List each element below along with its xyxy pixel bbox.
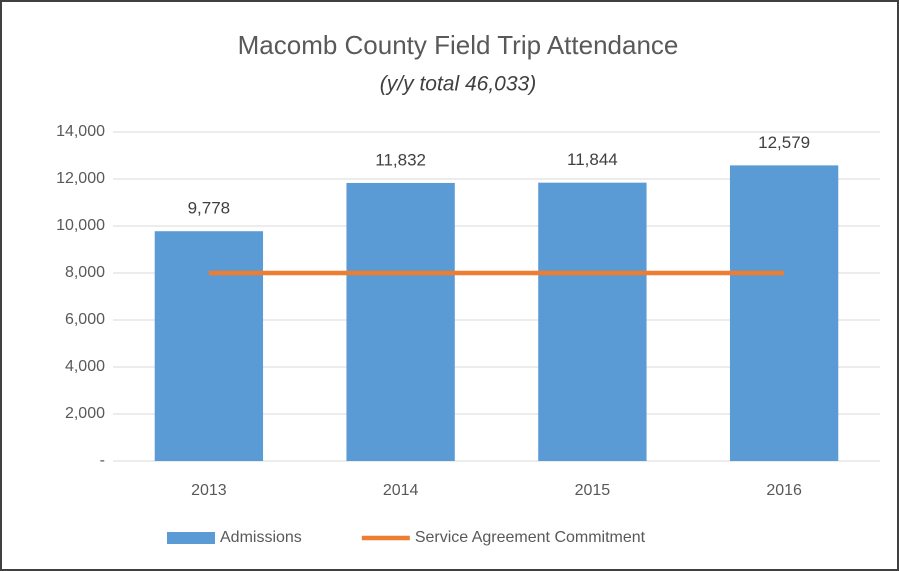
y-tick-label: 6,000 bbox=[65, 311, 105, 328]
y-tick-label: 2,000 bbox=[65, 405, 105, 422]
y-tick-label: 10,000 bbox=[56, 217, 105, 234]
chart-title: Macomb County Field Trip Attendance bbox=[238, 30, 679, 60]
legend-label: Service Agreement Commitment bbox=[415, 529, 646, 546]
bar bbox=[346, 182, 455, 461]
data-label: 11,832 bbox=[375, 150, 426, 169]
y-tick-label: 8,000 bbox=[65, 264, 105, 281]
y-tick-label: - bbox=[100, 452, 105, 469]
x-tick-label: 2015 bbox=[575, 482, 611, 499]
bar bbox=[538, 182, 647, 461]
y-tick-label: 12,000 bbox=[56, 170, 105, 187]
y-tick-label: 4,000 bbox=[65, 358, 105, 375]
legend-label: Admissions bbox=[220, 529, 302, 546]
y-tick-label: 14,000 bbox=[56, 123, 105, 140]
legend-swatch bbox=[167, 532, 215, 544]
bar bbox=[154, 231, 264, 461]
data-label: 9,778 bbox=[188, 199, 231, 218]
data-label: 12,579 bbox=[758, 133, 810, 152]
chart-subtitle: (y/y total 46,033) bbox=[380, 73, 536, 96]
x-tick-label: 2013 bbox=[191, 482, 227, 499]
bar bbox=[729, 165, 839, 461]
x-tick-label: 2014 bbox=[383, 482, 419, 499]
data-label: 11,844 bbox=[567, 150, 618, 169]
x-tick-label: 2016 bbox=[766, 482, 802, 499]
